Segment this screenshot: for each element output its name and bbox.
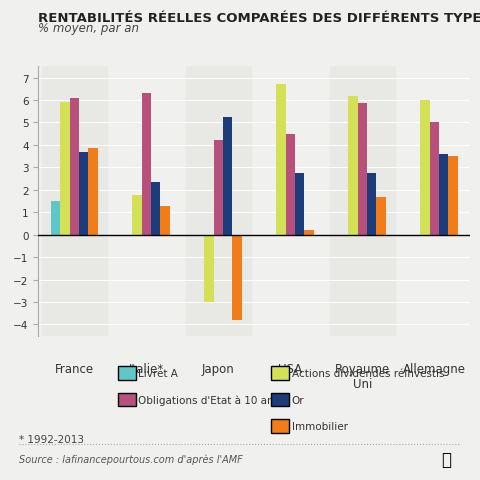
Bar: [223, 118, 232, 235]
Bar: [330, 67, 395, 336]
Bar: [258, 67, 323, 336]
Bar: [88, 149, 98, 235]
Bar: [430, 123, 439, 235]
Bar: [420, 101, 430, 235]
Bar: [132, 196, 142, 235]
Text: RENTABILITÉS RÉELLES COMPARÉES DES DIFFÉRENTS TYPES DE PLACEMENTS: RENTABILITÉS RÉELLES COMPARÉES DES DIFFÉ…: [38, 12, 480, 25]
Text: Livret A: Livret A: [138, 369, 178, 378]
Bar: [186, 67, 251, 336]
Bar: [160, 206, 170, 235]
Bar: [276, 85, 286, 235]
Bar: [358, 104, 367, 235]
Text: Immobilier: Immobilier: [292, 421, 348, 431]
Text: Or: Or: [292, 395, 304, 405]
Bar: [402, 67, 467, 336]
Text: 🌳: 🌳: [442, 450, 451, 468]
Bar: [439, 155, 448, 235]
Bar: [42, 67, 107, 336]
Text: France: France: [55, 362, 94, 375]
Bar: [367, 174, 376, 235]
Bar: [79, 152, 88, 235]
Text: Actions dividendes réinvestis: Actions dividendes réinvestis: [292, 369, 444, 378]
Bar: [214, 141, 223, 235]
Bar: [70, 98, 79, 235]
Text: * 1992-2013: * 1992-2013: [19, 434, 84, 444]
Bar: [51, 202, 60, 235]
Text: Source : lafinancepourtous.com d'après l'AMF: Source : lafinancepourtous.com d'après l…: [19, 454, 243, 464]
Text: Obligations d'Etat à 10 ans: Obligations d'Etat à 10 ans: [138, 395, 279, 405]
Bar: [304, 231, 314, 235]
Text: Japon: Japon: [202, 362, 235, 375]
Bar: [60, 103, 70, 235]
Bar: [295, 174, 304, 235]
Text: USA: USA: [278, 362, 302, 375]
Text: Italie*: Italie*: [129, 362, 164, 375]
Bar: [286, 134, 295, 235]
Bar: [204, 235, 214, 302]
Bar: [142, 94, 151, 235]
Bar: [151, 182, 160, 235]
Bar: [448, 157, 458, 235]
Bar: [232, 235, 242, 320]
Text: Allemagne: Allemagne: [403, 362, 466, 375]
Bar: [376, 197, 386, 235]
Text: % moyen, par an: % moyen, par an: [38, 22, 139, 35]
Bar: [348, 96, 358, 235]
Text: Royaume
Uni: Royaume Uni: [335, 362, 390, 390]
Bar: [114, 67, 179, 336]
